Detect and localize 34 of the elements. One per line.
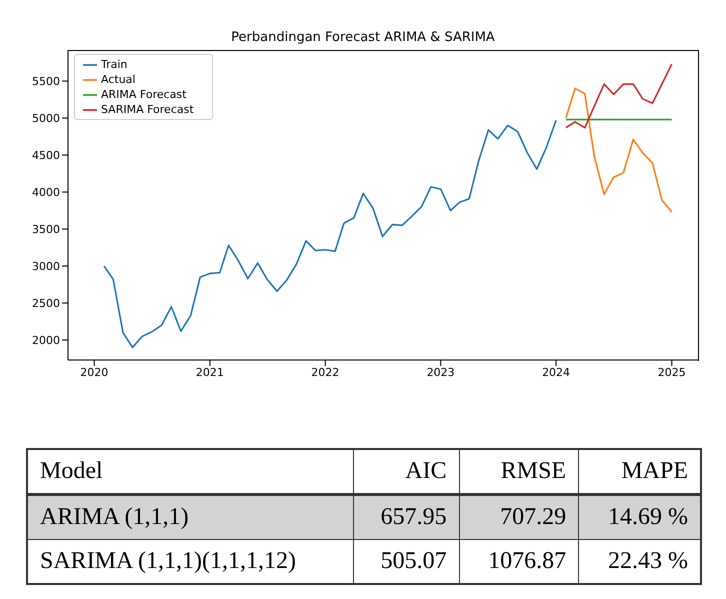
- text: 505.07: [380, 548, 447, 574]
- text: 707.29: [500, 504, 566, 530]
- chart-title: Perbandingan Forecast ARIMA & SARIMA: [230, 30, 496, 45]
- category-label: MAPE: [578, 449, 701, 494]
- category-label: RMSE: [459, 449, 579, 494]
- line-series: [565, 88, 673, 213]
- category-label: AIC: [354, 449, 460, 494]
- x-tick-label: 2022: [311, 366, 340, 379]
- y-tick-label: 2000: [32, 334, 60, 347]
- text: 14.69 %: [608, 504, 688, 530]
- category-label: Model: [27, 449, 354, 494]
- y-tick-label: 5500: [32, 74, 60, 88]
- x-tick-label: 2023: [426, 366, 455, 379]
- text: 657.95: [380, 504, 447, 530]
- line-series: [565, 63, 673, 128]
- text: SARIMA (1,1,1)(1,1,1,12): [40, 548, 296, 574]
- y-tick-label: 2500: [32, 296, 60, 310]
- legend-label: SARIMA Forecast: [101, 103, 194, 116]
- x-tick-label: 2024: [542, 366, 570, 379]
- y-tick-label: 3000: [32, 260, 60, 273]
- x-tick-label: 2021: [196, 366, 224, 379]
- x-tick-label: 2025: [658, 366, 686, 379]
- text: ARIMA (1,1,1): [40, 504, 189, 530]
- legend-label: Train: [101, 58, 128, 71]
- text: 1076.87: [488, 548, 566, 574]
- text: 22.43 %: [608, 548, 688, 574]
- y-tick-label: 4500: [32, 148, 60, 162]
- legend-label: ARIMA Forecast: [101, 88, 186, 101]
- legend-label: Actual: [101, 73, 136, 86]
- line-series: [103, 119, 557, 348]
- y-tick-label: 5000: [32, 112, 60, 125]
- y-tick-label: 4000: [32, 186, 60, 199]
- y-tick-label: 3500: [32, 222, 60, 236]
- x-tick-label: 2020: [80, 366, 108, 379]
